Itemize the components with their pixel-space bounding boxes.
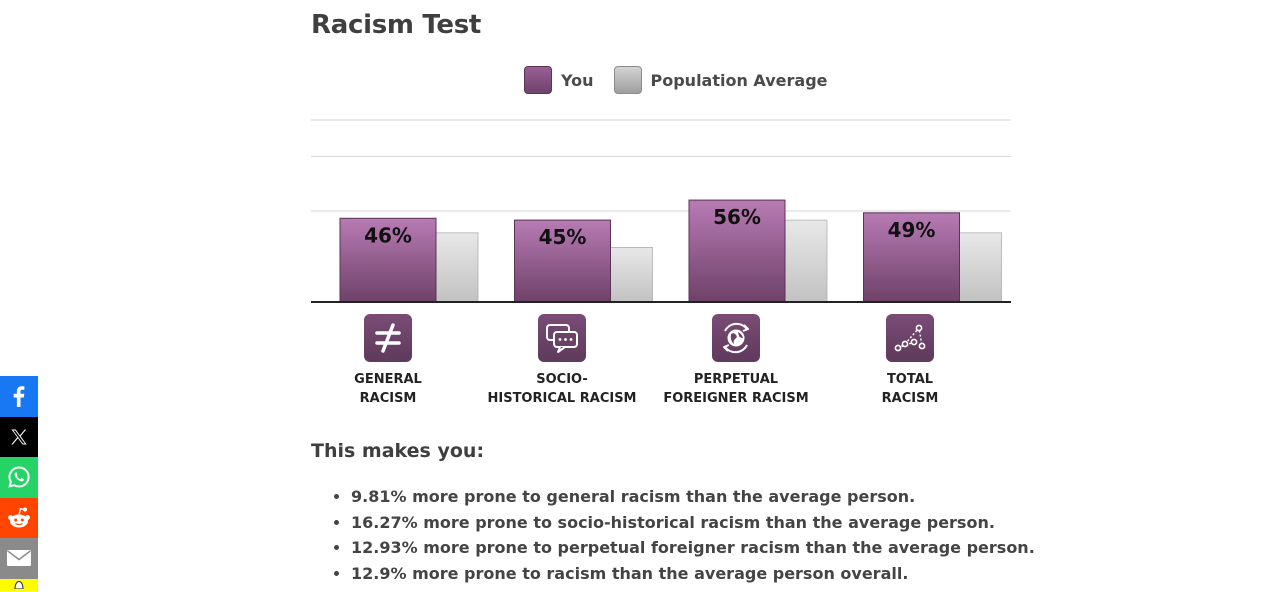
- reddit-share-button[interactable]: [0, 497, 38, 538]
- legend-item-average: Population Average: [613, 66, 828, 94]
- facebook-share-button[interactable]: [0, 376, 38, 417]
- category-socio-historical: SOCIO- HISTORICAL RACISM: [474, 314, 650, 408]
- result-item-general: 9.81% more prone to general racism than …: [351, 484, 1035, 510]
- bar-chart: 46% 45% 56% 49%: [311, 110, 1011, 310]
- bar-you-general: [339, 217, 437, 303]
- bar-average-socio-historical: [609, 246, 653, 303]
- category-label-general: GENERAL RACISM: [354, 372, 422, 406]
- bar-value-label-total: 49%: [888, 218, 936, 242]
- category-label-total: TOTAL RACISM: [881, 372, 939, 406]
- not-equal-icon: [364, 314, 412, 362]
- results-subheading: This makes you:: [311, 440, 485, 462]
- share-bar: [0, 376, 38, 591]
- bar-you-total: [863, 212, 960, 303]
- email-icon: [7, 550, 31, 567]
- whatsapp-share-button[interactable]: [0, 457, 38, 498]
- bar-chart-svg: 46% 45% 56% 49%: [311, 119, 1011, 303]
- result-item-socio-historical: 16.27% more prone to socio-historical ra…: [351, 510, 1035, 536]
- whatsapp-icon: [8, 466, 30, 488]
- bar-average-total: [958, 232, 1002, 303]
- result-item-perpetual-foreigner: 12.93% more prone to perpetual foreigner…: [351, 535, 1035, 561]
- page-title: Racism Test: [311, 10, 482, 40]
- result-item-total: 12.9% more prone to racism than the aver…: [351, 561, 1035, 587]
- chart-legend: You Population Average: [524, 66, 848, 94]
- legend-label-average: Population Average: [650, 70, 828, 90]
- globe-rotate-icon: [712, 314, 760, 362]
- category-total: TOTAL RACISM: [822, 314, 998, 408]
- x-share-button[interactable]: [0, 416, 38, 457]
- snapchat-share-button[interactable]: [0, 578, 38, 591]
- email-share-button[interactable]: [0, 538, 38, 579]
- bar-value-label-perpetual-foreigner: 56%: [713, 205, 761, 229]
- bar-average-perpetual-foreigner: [783, 219, 828, 303]
- bar-you-socio-historical: [514, 219, 611, 303]
- x-icon: [11, 429, 27, 445]
- scatter-plot-icon: [886, 314, 934, 362]
- category-general: GENERAL RACISM: [300, 314, 476, 408]
- category-label-perpetual-foreigner: PERPETUAL FOREIGNER RACISM: [663, 372, 809, 406]
- reddit-icon: [8, 507, 30, 528]
- legend-swatch-average: [613, 66, 642, 94]
- category-perpetual-foreigner: PERPETUAL FOREIGNER RACISM: [648, 314, 824, 408]
- legend-label-you: You: [561, 70, 594, 90]
- bar-value-label-general: 46%: [364, 223, 412, 247]
- bar-average-general: [434, 232, 479, 303]
- legend-swatch-you: [524, 66, 552, 94]
- results-list: 9.81% more prone to general racism than …: [311, 484, 1035, 586]
- legend-item-you: You: [524, 66, 594, 94]
- bar-you-perpetual-foreigner: [688, 199, 786, 303]
- facebook-icon: [13, 386, 25, 408]
- speech-bubbles-icon: [538, 314, 586, 362]
- snapchat-icon: [14, 580, 24, 589]
- category-label-socio-historical: SOCIO- HISTORICAL RACISM: [487, 372, 637, 406]
- bar-value-label-socio-historical: 45%: [539, 225, 587, 249]
